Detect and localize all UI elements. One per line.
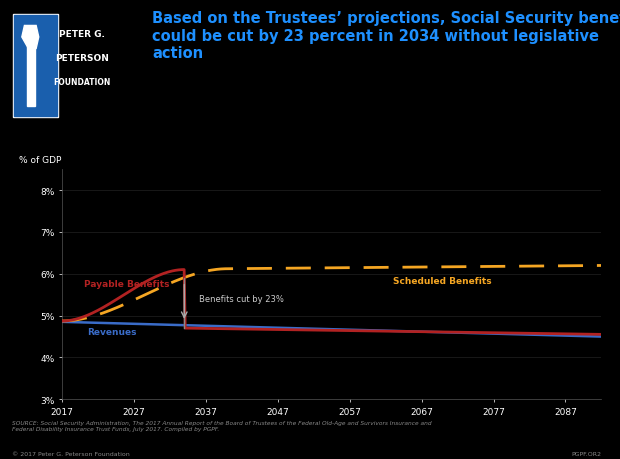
Text: PETERSON: PETERSON <box>55 54 108 63</box>
Text: % of GDP: % of GDP <box>19 156 61 165</box>
Bar <box>14 16 57 117</box>
Text: Revenues: Revenues <box>87 328 136 336</box>
Bar <box>27 47 35 106</box>
Text: © 2017 Peter G. Peterson Foundation: © 2017 Peter G. Peterson Foundation <box>12 451 130 456</box>
Bar <box>12 15 58 118</box>
Text: Payable Benefits: Payable Benefits <box>84 280 169 289</box>
Text: PGPF.OR2: PGPF.OR2 <box>572 451 601 456</box>
Text: SOURCE: Social Security Administration, The 2017 Annual Report of the Board of T: SOURCE: Social Security Administration, … <box>12 420 432 431</box>
Text: FOUNDATION: FOUNDATION <box>53 78 110 87</box>
Text: Scheduled Benefits: Scheduled Benefits <box>393 277 492 286</box>
Text: Based on the Trustees’ projections, Social Security benefits
could be cut by 23 : Based on the Trustees’ projections, Soci… <box>152 11 620 61</box>
Text: Benefits cut by 23%: Benefits cut by 23% <box>198 295 283 303</box>
Polygon shape <box>22 26 39 49</box>
Text: PETER G.: PETER G. <box>59 30 105 39</box>
